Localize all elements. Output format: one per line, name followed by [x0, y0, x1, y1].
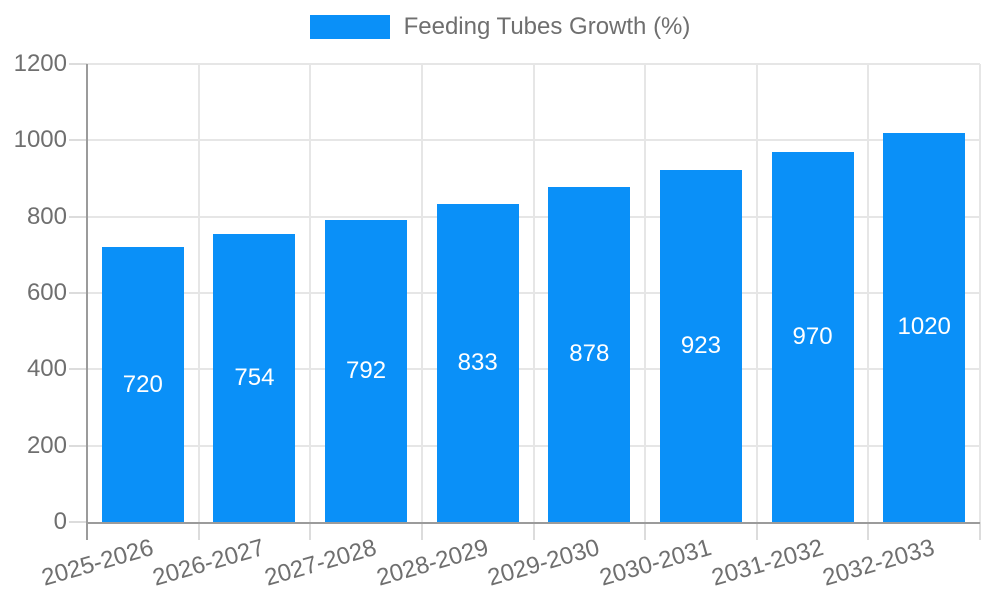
- gridline-vertical: [309, 64, 312, 522]
- y-axis-tick: [69, 444, 87, 447]
- gridline-vertical: [867, 64, 870, 522]
- x-axis-tick: [420, 522, 423, 540]
- legend[interactable]: Feeding Tubes Growth (%): [0, 13, 1000, 40]
- bar-value-label: 833: [457, 349, 498, 377]
- x-axis-tick: [644, 522, 647, 540]
- legend-swatch: [309, 15, 390, 40]
- bar-value-label: 878: [569, 340, 610, 368]
- gridline-vertical: [420, 64, 423, 522]
- bar-value-label: 970: [792, 322, 833, 350]
- bar-2028-2029[interactable]: [436, 204, 519, 522]
- y-axis-tick-label: 800: [26, 202, 67, 230]
- x-axis-tick: [309, 522, 312, 540]
- y-axis-tick-label: 600: [26, 279, 67, 306]
- bar-2026-2027[interactable]: [213, 234, 296, 522]
- bar-value-label: 720: [122, 370, 163, 398]
- y-axis-tick: [69, 63, 87, 65]
- y-axis-tick: [69, 368, 87, 371]
- bar-2029-2030[interactable]: [548, 186, 631, 522]
- y-axis-tick: [69, 521, 87, 523]
- bar-value-label: 754: [234, 364, 275, 392]
- gridline-vertical: [755, 64, 758, 522]
- bar-2030-2031[interactable]: [659, 169, 742, 522]
- y-axis-tick: [69, 292, 87, 294]
- bar-value-label: 923: [680, 331, 721, 359]
- x-axis-tick: [197, 522, 200, 540]
- y-axis-tick-label: 0: [53, 508, 67, 535]
- bar-value-label: 792: [346, 356, 387, 384]
- bar-value-label: 1020: [897, 313, 951, 341]
- y-axis-tick: [69, 139, 87, 142]
- bar-2032-2033[interactable]: [883, 132, 966, 522]
- gridline-vertical: [644, 64, 647, 522]
- bar-2031-2032[interactable]: [771, 151, 854, 522]
- x-axis-line: [87, 522, 980, 524]
- gridline-vertical: [532, 64, 535, 522]
- bar-2027-2028[interactable]: [325, 219, 408, 522]
- y-axis-tick-label: 1200: [13, 50, 67, 77]
- y-axis-tick-label: 400: [26, 355, 67, 383]
- y-axis-tick: [69, 215, 87, 218]
- y-axis-tick-label: 200: [26, 431, 67, 459]
- gridline-vertical: [979, 64, 981, 522]
- y-axis-tick-label: 1000: [13, 126, 67, 154]
- x-axis-tick: [532, 522, 535, 540]
- x-axis-tick: [755, 522, 758, 540]
- gridline-vertical: [197, 64, 200, 522]
- x-axis-tick: [867, 522, 870, 540]
- bar-2025-2026[interactable]: [101, 247, 184, 522]
- x-axis-tick: [979, 522, 981, 540]
- y-axis-line: [86, 64, 88, 540]
- legend-label: Feeding Tubes Growth (%): [403, 13, 691, 40]
